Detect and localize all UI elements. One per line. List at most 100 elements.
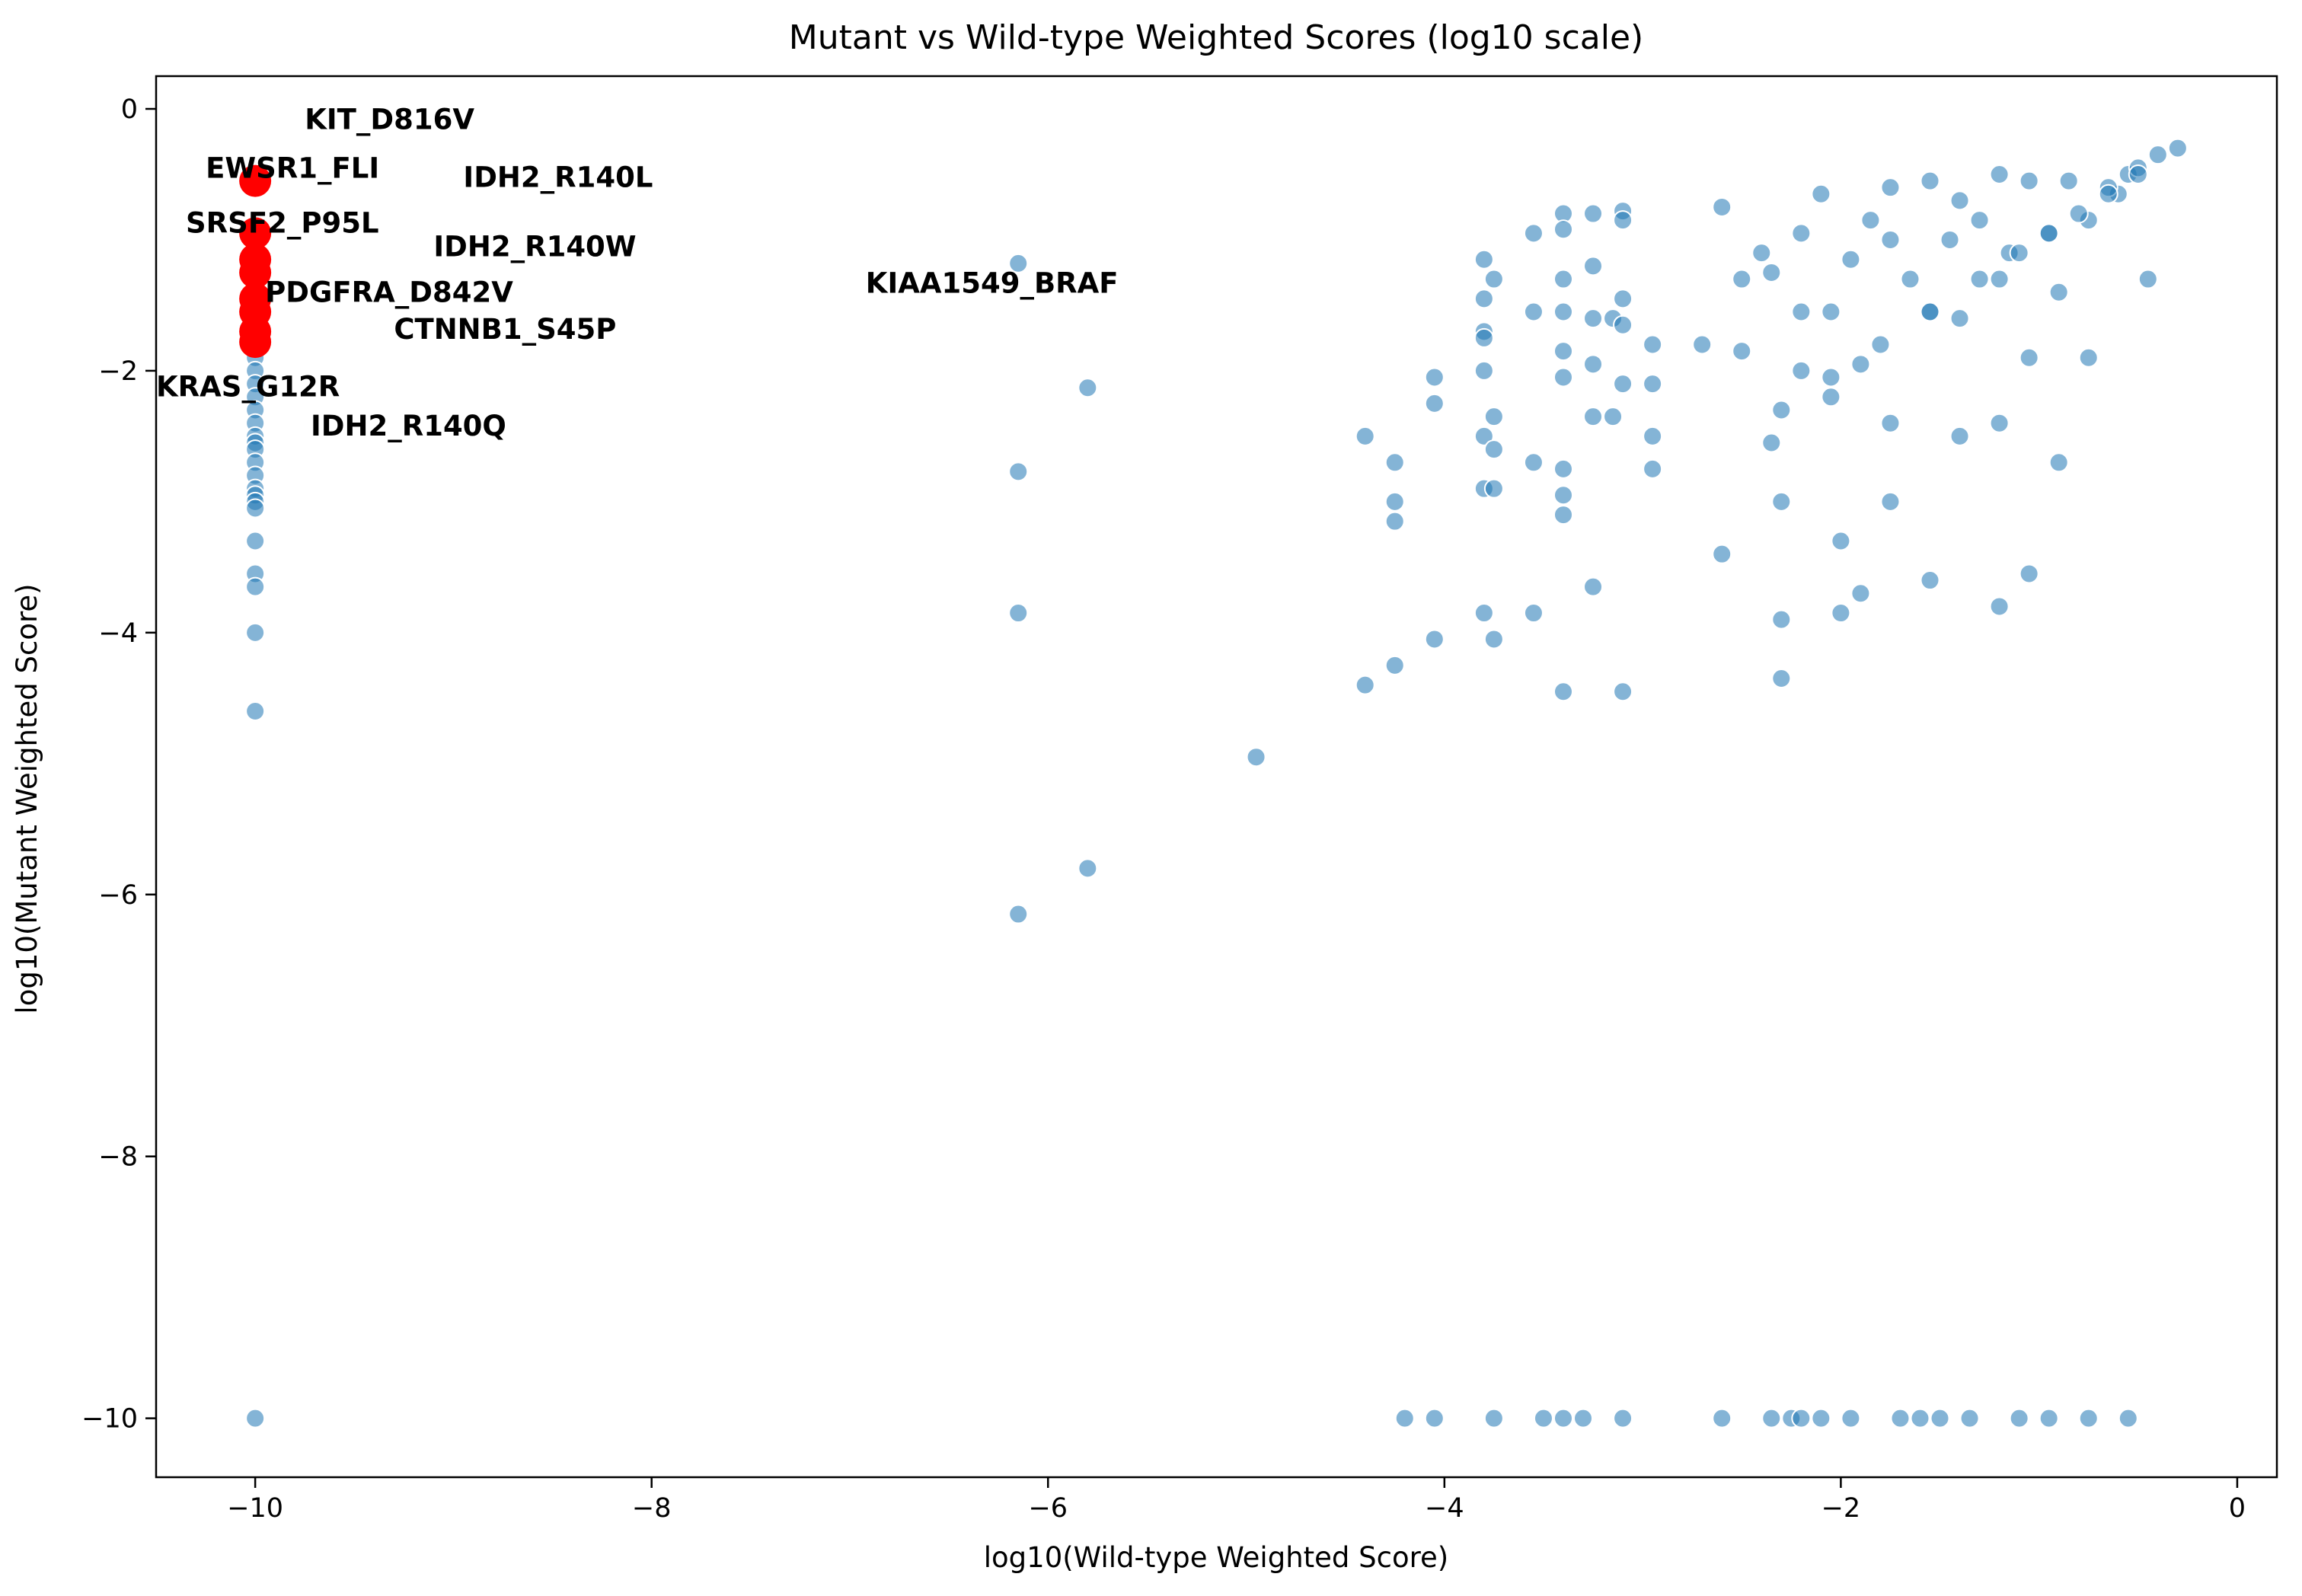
data-point (2118, 1408, 2138, 1428)
data-point (1613, 374, 1633, 394)
data-point (1880, 229, 1901, 250)
data-point (1643, 334, 1663, 355)
data-point (1483, 629, 1504, 650)
data-point (1910, 1408, 1930, 1428)
plot-area: −10 −8 −6 −4 −2 0 0 −2 −4 −6 −8 −10 KIT_D816V EWSR1_F… (81, 75, 2278, 1524)
data-point (1761, 262, 1782, 282)
data-point (2138, 269, 2158, 289)
data-point (1008, 603, 1029, 624)
data-point (1553, 269, 1573, 289)
data-point (1583, 354, 1604, 375)
x-tick-label: −10 (227, 1493, 283, 1524)
data-point (1483, 407, 1504, 427)
data-point (1761, 433, 1782, 453)
data-point (1841, 249, 1861, 270)
data-point (1959, 1408, 1980, 1428)
x-tick-label: −6 (1028, 1493, 1068, 1524)
data-point (1969, 210, 1990, 231)
data-point (1880, 177, 1901, 198)
data-point (2078, 347, 2099, 368)
annotation-label: KRAS_G12R (156, 371, 340, 404)
data-point (1821, 302, 1841, 322)
data-point (2019, 563, 2039, 584)
data-point (245, 622, 266, 643)
data-point (1791, 1408, 1812, 1428)
data-point (1940, 229, 1960, 250)
data-point (1553, 341, 1573, 362)
data-point (1424, 629, 1445, 650)
data-point (2019, 347, 2039, 368)
annotation-label: SRSF2_P95L (186, 207, 379, 240)
data-point (1246, 747, 1266, 768)
data-point (1008, 904, 1029, 924)
annotation-label: IDH2_R140W (433, 231, 636, 263)
data-point (1473, 426, 1494, 446)
y-tick-label: −4 (98, 618, 138, 649)
data-point (2167, 138, 2188, 158)
data-point (1355, 426, 1375, 446)
data-point (1533, 1408, 1553, 1428)
data-point (1850, 583, 1871, 604)
data-point (1969, 269, 1990, 289)
data-point (1523, 302, 1544, 322)
data-point (2009, 243, 2029, 263)
data-point (1078, 378, 1098, 398)
x-tick-label: −2 (1821, 1493, 1861, 1524)
data-point (1841, 1408, 1861, 1428)
data-point (1811, 1408, 1831, 1428)
data-point (1523, 452, 1544, 473)
data-point (1078, 858, 1098, 879)
data-point (1473, 249, 1494, 270)
data-point (1553, 681, 1573, 702)
data-point (1424, 393, 1445, 413)
data-point (2128, 164, 2148, 184)
data-point (1473, 327, 1494, 348)
data-point (1583, 576, 1604, 597)
data-point (1880, 491, 1901, 512)
data-point (245, 576, 266, 597)
chart-title: Mutant vs Wild-type Weighted Scores (log… (789, 18, 1643, 57)
data-point (1553, 485, 1573, 506)
data-point (1483, 1408, 1504, 1428)
data-point (1643, 374, 1663, 394)
data-point (1008, 253, 1029, 273)
data-point (1643, 426, 1663, 446)
data-point (1989, 596, 2010, 617)
y-tick-label: −10 (81, 1404, 138, 1435)
data-point (1880, 413, 1901, 433)
data-point (1791, 360, 1812, 381)
data-point (1712, 196, 1732, 217)
data-point (1643, 458, 1663, 479)
data-point (2019, 171, 2039, 191)
data-point (1583, 407, 1604, 427)
data-point (1473, 289, 1494, 309)
data-point (1949, 426, 1970, 446)
x-axis-label: log10(Wild-type Weighted Score) (984, 1541, 1448, 1574)
data-point (1394, 1408, 1415, 1428)
data-point (1811, 184, 1831, 204)
data-point (2098, 184, 2118, 204)
data-point (1920, 171, 1940, 191)
data-point (1553, 302, 1573, 322)
data-point (1791, 302, 1812, 322)
data-point (1850, 354, 1871, 375)
plot-frame (155, 75, 2278, 1479)
data-point (1870, 334, 1891, 355)
data-point (1771, 609, 1792, 630)
annotation-label: EWSR1_FLI (206, 152, 379, 184)
data-point (1831, 531, 1851, 551)
data-point (1692, 334, 1713, 355)
data-point (245, 498, 266, 519)
data-point (1473, 360, 1494, 381)
data-point (1732, 269, 1752, 289)
data-point (1930, 1408, 1950, 1428)
data-point (1573, 1408, 1594, 1428)
data-point (2147, 145, 2168, 165)
data-point (1523, 603, 1544, 624)
data-point (1613, 210, 1633, 231)
data-point (2048, 452, 2069, 473)
data-point (1613, 1408, 1633, 1428)
data-point (1890, 1408, 1911, 1428)
